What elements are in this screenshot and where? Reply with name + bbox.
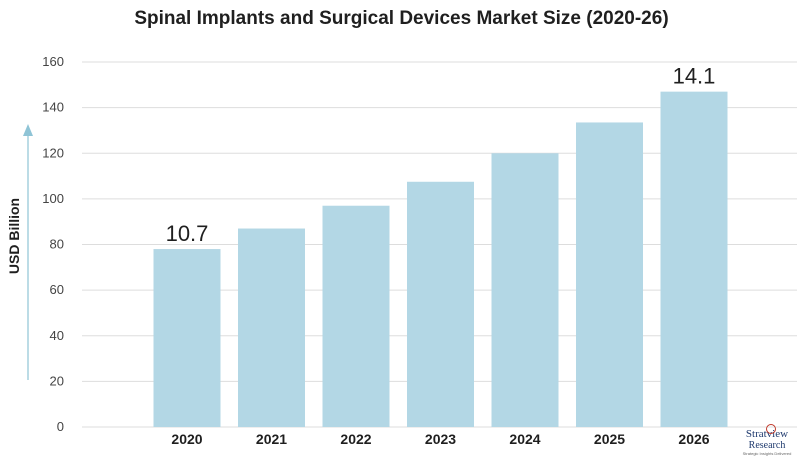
bar-2021 bbox=[238, 228, 305, 427]
x-tick-label: 2021 bbox=[256, 431, 287, 447]
y-tick-label: 100 bbox=[42, 191, 64, 206]
x-tick-label: 2023 bbox=[425, 431, 456, 447]
stratview-logo: Stratview Research Strategic Insights De… bbox=[734, 424, 800, 456]
bar-2022 bbox=[322, 205, 390, 427]
x-tick-label: 2026 bbox=[678, 431, 709, 447]
y-tick-labels: 0 20 40 60 80 100 120 140 160 bbox=[42, 54, 64, 434]
bar-2024 bbox=[491, 153, 559, 427]
logo-line2: Research bbox=[748, 440, 786, 451]
y-tick-label: 0 bbox=[57, 419, 64, 434]
y-tick-label: 60 bbox=[50, 282, 64, 297]
logo-target-icon bbox=[766, 424, 776, 434]
y-tick-label: 120 bbox=[42, 145, 64, 160]
y-axis-arrow bbox=[23, 124, 33, 380]
x-tick-label: 2022 bbox=[340, 431, 371, 447]
logo-line1: Stratview bbox=[745, 428, 789, 440]
bar-2025 bbox=[576, 122, 643, 427]
x-tick-label: 2024 bbox=[509, 431, 540, 447]
data-label-2026: 14.1 bbox=[673, 64, 716, 89]
bar-2023 bbox=[407, 181, 474, 427]
y-tick-label: 40 bbox=[50, 328, 64, 343]
y-tick-label: 160 bbox=[42, 54, 64, 69]
data-labels: 10.7 14.1 bbox=[166, 64, 716, 246]
bars bbox=[153, 91, 728, 427]
y-tick-label: 20 bbox=[50, 373, 64, 388]
logo-tagline: Strategic Insights Delivered bbox=[742, 451, 792, 456]
x-tick-label: 2025 bbox=[594, 431, 625, 447]
y-axis-arrow-head bbox=[23, 124, 33, 136]
y-tick-label: 140 bbox=[42, 100, 64, 115]
x-tick-label: 2020 bbox=[171, 431, 202, 447]
y-tick-label: 80 bbox=[50, 237, 64, 252]
bar-2026 bbox=[660, 91, 728, 427]
chart-title: Spinal Implants and Surgical Devices Mar… bbox=[134, 8, 669, 29]
bar-2020 bbox=[153, 249, 221, 427]
x-tick-labels: 2020 2021 2022 2023 2024 2025 2026 bbox=[171, 431, 709, 447]
data-label-2020: 10.7 bbox=[166, 221, 209, 246]
